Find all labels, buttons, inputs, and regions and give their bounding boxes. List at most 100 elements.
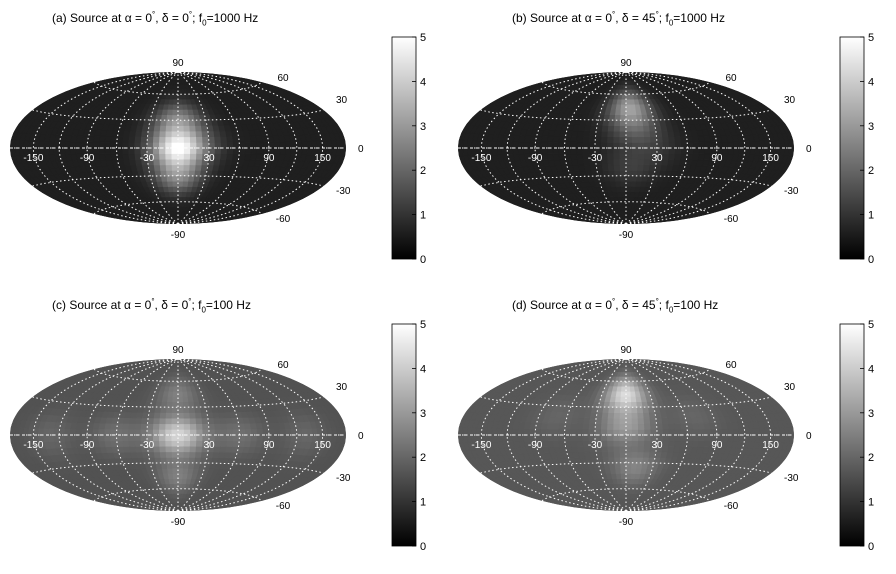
heatmap-cell bbox=[631, 170, 638, 177]
heatmap-cell bbox=[177, 164, 185, 171]
heatmap-cell bbox=[616, 191, 623, 198]
heatmap-cell bbox=[122, 136, 130, 143]
latitude-label: -60 bbox=[724, 214, 739, 225]
heatmap-cell bbox=[625, 175, 632, 182]
heatmap-cell bbox=[614, 170, 621, 177]
heatmap-cell bbox=[208, 136, 216, 143]
title-alpha: α = 0 bbox=[124, 298, 152, 312]
colorbar-tick-label: 2 bbox=[868, 165, 874, 177]
heatmap-cell bbox=[576, 136, 584, 143]
heatmap-cell bbox=[171, 429, 179, 436]
panel-title: (c) Source at α = 0°, δ = 0°; f0=100 Hz bbox=[52, 297, 251, 314]
title-sub: 0 bbox=[202, 18, 207, 28]
title-delta: , δ = 0 bbox=[154, 298, 189, 312]
heatmap-cell bbox=[686, 147, 694, 155]
heatmap-cell bbox=[43, 140, 50, 149]
heatmap-cell bbox=[64, 434, 71, 442]
heatmap-cell bbox=[177, 147, 185, 154]
heatmap-cell bbox=[594, 136, 602, 143]
heatmap-cell bbox=[614, 119, 621, 126]
heatmap-cell bbox=[608, 175, 616, 182]
heatmap-cell bbox=[631, 142, 639, 149]
heatmap-cell bbox=[154, 457, 162, 464]
parallel-line bbox=[93, 81, 263, 95]
heatmap-cell bbox=[582, 136, 590, 143]
heatmap-cell bbox=[721, 147, 729, 155]
heatmap-cell bbox=[189, 445, 197, 453]
heatmap-cell bbox=[110, 141, 118, 149]
heatmap-cell bbox=[232, 141, 240, 149]
heatmap-cell bbox=[704, 141, 712, 149]
heatmap-cell bbox=[268, 141, 275, 149]
heatmap-cell bbox=[161, 181, 169, 187]
heatmap-cell bbox=[546, 147, 554, 155]
title-freq: =1000 Hz bbox=[206, 11, 259, 25]
heatmap-cell bbox=[620, 186, 627, 192]
heatmap-cell bbox=[171, 130, 179, 138]
heatmap-cell bbox=[177, 423, 185, 430]
heatmap-cell bbox=[619, 125, 627, 132]
heatmap-cell bbox=[165, 451, 173, 458]
heatmap-cell bbox=[788, 147, 794, 157]
heatmap-cell bbox=[546, 141, 554, 149]
heatmap-cell bbox=[619, 119, 627, 127]
heatmap-cell bbox=[195, 440, 204, 447]
heatmap-cell bbox=[98, 141, 106, 149]
heatmap-cell bbox=[202, 142, 210, 149]
heatmap-cell bbox=[183, 417, 191, 425]
heatmap-cell bbox=[183, 130, 191, 138]
heatmap-cell bbox=[182, 175, 190, 182]
heatmap-cell bbox=[173, 191, 179, 198]
heatmap-cell bbox=[48, 434, 55, 443]
heatmap-cell bbox=[183, 170, 190, 177]
heatmap-cell bbox=[128, 428, 136, 436]
heatmap-cell bbox=[177, 119, 185, 127]
heatmap-cell bbox=[619, 153, 627, 160]
heatmap-cell bbox=[188, 119, 196, 126]
heatmap-cell bbox=[168, 385, 175, 392]
heatmap-cell bbox=[159, 412, 167, 419]
heatmap-cell bbox=[98, 434, 106, 442]
title-deg: ° bbox=[152, 10, 156, 19]
heatmap-cell bbox=[195, 164, 203, 171]
heatmap-cell bbox=[173, 380, 179, 387]
heatmap-cell bbox=[165, 445, 173, 453]
heatmap-cell bbox=[48, 140, 55, 149]
heatmap-cell bbox=[167, 103, 174, 110]
heatmap-cell bbox=[128, 440, 136, 447]
heatmap-cell bbox=[160, 119, 168, 126]
heatmap-cell bbox=[220, 423, 228, 430]
heatmap-cell bbox=[167, 109, 174, 116]
heatmap-cell bbox=[643, 159, 651, 166]
heatmap-cell bbox=[160, 462, 168, 469]
heatmap-cell bbox=[558, 147, 566, 155]
heatmap-cell bbox=[279, 147, 287, 155]
heatmap-cell bbox=[232, 423, 240, 430]
heatmap-cell bbox=[644, 141, 652, 149]
heatmap-cell bbox=[570, 141, 578, 149]
heatmap-cell bbox=[638, 142, 645, 149]
heatmap-cell bbox=[558, 141, 566, 149]
heatmap-cell bbox=[160, 170, 168, 177]
heatmap-cell bbox=[692, 147, 700, 155]
heatmap-cell bbox=[195, 125, 203, 132]
heatmap-cell bbox=[195, 451, 203, 458]
heatmap-cell bbox=[167, 396, 174, 403]
heatmap-cell bbox=[171, 125, 179, 132]
heatmap-cell bbox=[177, 186, 184, 192]
heatmap-cell bbox=[594, 142, 602, 149]
heatmap-cell bbox=[116, 141, 124, 149]
heatmap-cell bbox=[619, 164, 627, 171]
heatmap-cell bbox=[177, 142, 185, 149]
heatmap-cell bbox=[189, 412, 197, 419]
heatmap-cell bbox=[160, 175, 168, 182]
longitude-label: -30 bbox=[140, 153, 155, 164]
heatmap-cell bbox=[116, 434, 124, 442]
heatmap-cell bbox=[214, 136, 222, 143]
heatmap-cell bbox=[625, 147, 633, 154]
heatmap-cell bbox=[226, 428, 234, 436]
heatmap-cell bbox=[159, 125, 167, 132]
heatmap-cell bbox=[159, 451, 167, 458]
meridian-line bbox=[115, 71, 179, 225]
